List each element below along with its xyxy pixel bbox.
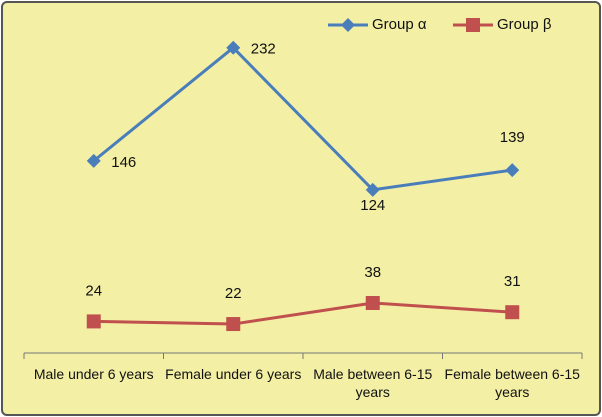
legend-marker — [341, 18, 355, 32]
point — [505, 163, 520, 178]
point — [86, 153, 101, 168]
x-tick-label: Male under 6 years — [33, 366, 154, 382]
point — [365, 182, 380, 197]
x-tick-label: Female under 6 years — [165, 366, 302, 382]
data-label: 38 — [364, 264, 381, 281]
chart: 146 232 124 139 24 22 38 31 Group α Group β — [23, 16, 583, 359]
legend-label: Group α — [372, 16, 427, 33]
data-label: 124 — [360, 197, 385, 214]
point — [505, 305, 520, 320]
x-tick-label: Male between 6-15 years — [313, 366, 433, 400]
series-line — [93, 301, 513, 326]
legend-label: Group β — [497, 16, 552, 33]
x-tick-label: Female between 6-15 years — [444, 366, 580, 400]
data-label: 22 — [225, 285, 242, 302]
data-label: 139 — [500, 129, 525, 146]
data-label: 31 — [504, 273, 521, 290]
point — [86, 314, 101, 329]
data-label: 24 — [85, 282, 102, 299]
data-label: 232 — [251, 41, 276, 58]
data-label: 146 — [111, 154, 136, 171]
point — [365, 295, 380, 310]
point — [226, 40, 241, 55]
series-line — [92, 45, 513, 192]
legend-marker — [466, 18, 480, 32]
point — [226, 317, 241, 332]
